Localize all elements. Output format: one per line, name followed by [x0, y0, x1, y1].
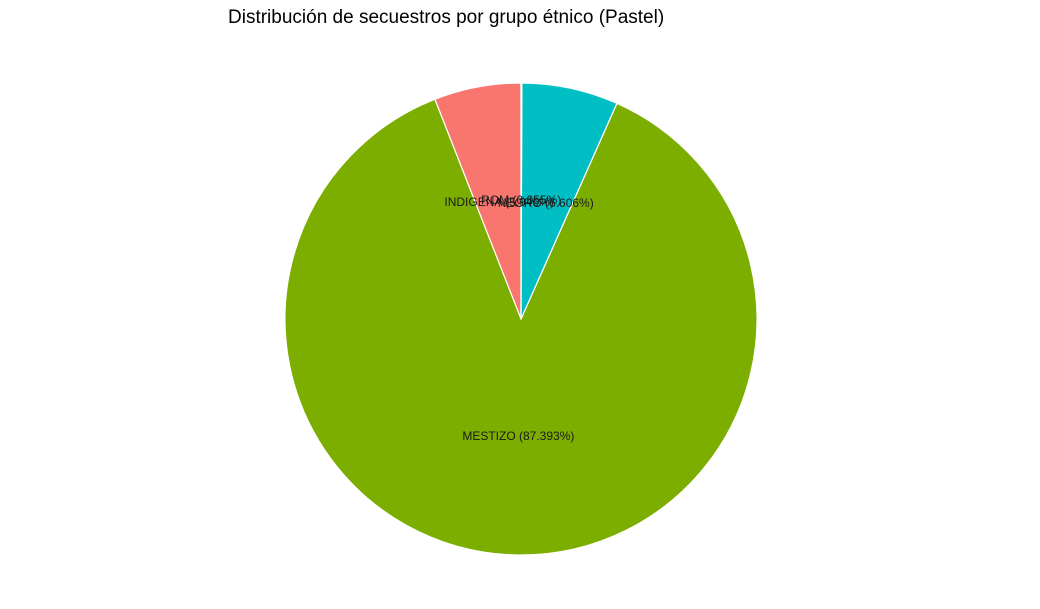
- slice-label-negro: NEGRO (6.606%): [498, 196, 594, 210]
- chart-title: Distribución de secuestros por grupo étn…: [228, 7, 664, 28]
- slice-label-rom: ROM (0.055%): [481, 193, 561, 207]
- pie-slice-rom: [520, 82, 523, 320]
- slice-label-indigena: INDIGENA (5.946%): [444, 195, 553, 209]
- pie-slice-mestizo: [284, 98, 758, 556]
- slice-label-mestizo: MESTIZO (87.393%): [462, 429, 574, 443]
- pie-slices: [284, 82, 758, 556]
- pie-labels: INDIGENA (5.946%) MESTIZO (87.393%) NEGRO …: [444, 193, 593, 443]
